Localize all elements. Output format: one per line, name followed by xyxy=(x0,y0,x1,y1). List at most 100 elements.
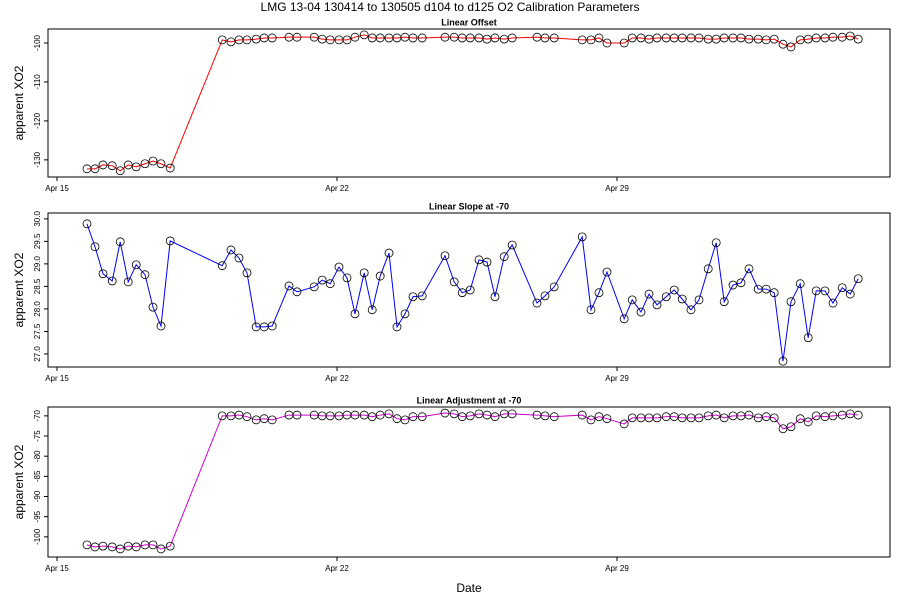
x-tick-label: Apr 15 xyxy=(45,564,69,573)
data-point xyxy=(292,32,302,42)
data-point xyxy=(627,33,637,43)
data-point xyxy=(156,544,166,554)
data-point xyxy=(540,291,550,301)
data-line xyxy=(86,412,859,550)
data-point xyxy=(719,33,729,43)
data-point xyxy=(465,411,475,421)
y-tick-label: -130 xyxy=(33,151,42,168)
data-point xyxy=(408,412,418,422)
data-point xyxy=(148,540,158,550)
data-point xyxy=(217,261,227,271)
data-point xyxy=(602,414,612,424)
data-point xyxy=(131,542,141,552)
plot-frame xyxy=(47,28,891,178)
data-point xyxy=(845,31,855,41)
data-point xyxy=(586,35,596,45)
y-tick-label: 27.0 xyxy=(33,346,42,362)
y-tick-label: -80 xyxy=(33,450,42,462)
data-point xyxy=(786,297,796,307)
data-point xyxy=(465,285,475,295)
data-point xyxy=(853,274,863,284)
data-point xyxy=(602,267,612,277)
data-point xyxy=(703,264,713,274)
y-axis-label: apparent XO2 xyxy=(12,444,26,519)
data-point xyxy=(342,273,352,283)
data-point xyxy=(140,159,150,169)
data-point xyxy=(217,35,227,45)
data-point xyxy=(686,305,696,315)
data-point xyxy=(449,409,459,419)
data-point xyxy=(165,541,175,551)
data-point xyxy=(309,282,319,292)
data-point xyxy=(284,281,294,291)
data-point xyxy=(853,34,863,44)
data-point xyxy=(820,286,830,296)
data-point xyxy=(165,163,175,173)
data-point xyxy=(226,245,236,255)
data-point xyxy=(619,314,629,324)
data-point xyxy=(156,159,166,169)
data-point xyxy=(90,164,100,174)
data-point xyxy=(417,291,427,301)
data-point xyxy=(828,411,838,421)
data-point xyxy=(577,35,587,45)
data-point xyxy=(627,295,637,305)
data-point xyxy=(375,271,385,281)
data-point xyxy=(586,415,596,425)
data-point xyxy=(677,413,687,423)
data-point xyxy=(449,277,459,287)
data-point xyxy=(325,35,335,45)
data-point xyxy=(375,33,385,43)
data-point xyxy=(795,279,805,289)
data-point xyxy=(837,283,847,293)
data-point xyxy=(292,287,302,297)
data-point xyxy=(549,412,559,422)
data-point xyxy=(267,33,277,43)
y-tick-label: -70 xyxy=(33,410,42,422)
y-tick-label: 28.5 xyxy=(33,278,42,294)
data-point xyxy=(728,280,738,290)
data-point xyxy=(711,238,721,248)
data-point xyxy=(107,161,117,171)
data-point xyxy=(549,282,559,292)
data-point xyxy=(350,309,360,319)
data-point xyxy=(694,295,704,305)
data-point xyxy=(226,37,236,47)
data-point xyxy=(482,257,492,267)
y-tick-label: -90 xyxy=(33,490,42,502)
data-point xyxy=(309,32,319,42)
data-point xyxy=(334,262,344,272)
y-axis-label: apparent XO2 xyxy=(12,65,26,140)
x-tick-label: Apr 22 xyxy=(325,374,349,383)
data-line xyxy=(86,223,859,362)
data-point xyxy=(474,255,484,265)
data-point xyxy=(778,39,788,49)
data-point xyxy=(594,412,604,422)
data-point xyxy=(828,32,838,42)
data-point xyxy=(711,410,721,420)
x-tick-label: Apr 22 xyxy=(325,564,349,573)
data-point xyxy=(786,422,796,432)
data-point xyxy=(677,33,687,43)
data-point xyxy=(375,410,385,420)
data-point xyxy=(465,33,475,43)
data-point xyxy=(148,302,158,312)
data-point xyxy=(417,412,427,422)
data-point xyxy=(778,424,788,434)
y-tick-label: 30.0 xyxy=(33,211,42,227)
panel-title: Linear Slope at -70 xyxy=(429,201,509,211)
data-point xyxy=(507,240,517,250)
data-point xyxy=(234,253,244,263)
y-tick-label: -100 xyxy=(33,34,42,51)
plot-frame xyxy=(47,406,891,558)
data-point xyxy=(845,289,855,299)
data-point xyxy=(82,219,92,229)
data-point xyxy=(786,42,796,52)
data-point xyxy=(490,33,500,43)
data-line xyxy=(87,34,859,172)
data-point xyxy=(811,411,821,421)
data-point xyxy=(586,305,596,315)
data-point xyxy=(342,35,352,45)
data-point xyxy=(115,237,125,247)
data-point xyxy=(440,251,450,261)
